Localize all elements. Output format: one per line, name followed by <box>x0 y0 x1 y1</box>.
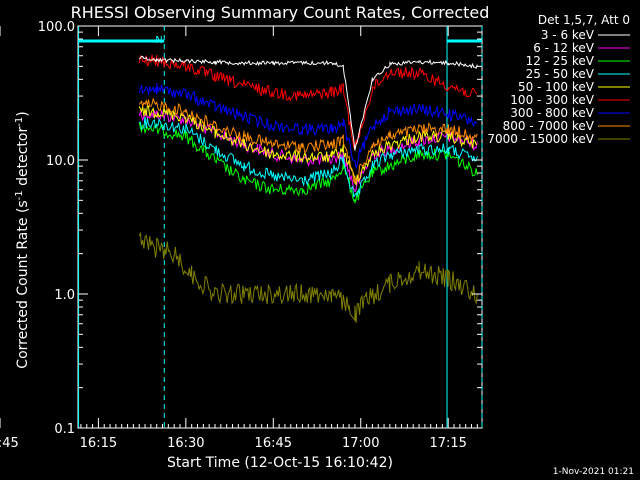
legend-header: Det 1,5,7, Att 0 <box>538 13 630 27</box>
series-layer <box>138 54 478 324</box>
y-axis: 0.1 1.0 10.0 100.0 <box>38 20 482 437</box>
x-tick-label: 16:45 <box>255 436 292 451</box>
plot-border <box>77 25 483 429</box>
y-axis-label-close: ) <box>15 111 31 116</box>
series-line <box>138 97 478 185</box>
y-axis-label-exp: -1 <box>14 190 25 200</box>
timestamp: 1-Nov-2021 01:21 <box>553 467 634 477</box>
x-tick-label: 17:45 <box>0 436 19 451</box>
y-axis-label: Corrected Count Rate (s-1 detector-1) <box>14 111 31 368</box>
y-axis-label-tail: detector <box>15 127 31 191</box>
x-tick-label: 16:30 <box>167 436 204 451</box>
x-tick-label: 16:15 <box>80 436 117 451</box>
night-marker: N <box>155 35 162 46</box>
x-tick-label: 17:00 <box>342 436 379 451</box>
series-line <box>138 55 478 151</box>
x-axis-label: Start Time (12-Oct-15 16:10:42) <box>167 455 393 471</box>
chart-title: RHESSI Observing Summary Count Rates, Co… <box>71 3 490 22</box>
legend-label: 100 - 300 keV <box>510 93 594 107</box>
y-axis-label-exp-2: -1 <box>14 117 25 127</box>
legend-label: 3 - 6 keV <box>541 28 595 42</box>
y-axis-label-main: Corrected Count Rate (s <box>15 200 31 368</box>
series-line <box>138 82 478 169</box>
y-tick-label: 10.0 <box>46 154 75 169</box>
legend-label: 50 - 100 keV <box>518 80 595 94</box>
plot-frame <box>77 25 483 429</box>
legend-label: 300 - 800 keV <box>510 106 594 120</box>
legend-label: 12 - 25 keV <box>526 54 595 68</box>
series-line <box>138 122 478 204</box>
series-line <box>138 54 478 150</box>
x-tick-label: 17:15 <box>429 436 466 451</box>
legend-label: 800 - 7000 keV <box>503 119 595 133</box>
x-axis: 16:15 16:30 16:45 17:00 17:15 17:45 <box>0 26 478 451</box>
series-line <box>139 116 478 198</box>
series-line <box>138 231 478 324</box>
legend-label: 7000 - 15000 keV <box>487 132 594 146</box>
attenuator-state-bars <box>78 26 483 428</box>
legend-label: 6 - 12 keV <box>533 41 595 55</box>
legend-label: 25 - 50 keV <box>526 67 595 81</box>
y-tick-label: 1.0 <box>54 288 75 303</box>
y-tick-label: 100.0 <box>38 20 75 35</box>
y-tick-label: 0.1 <box>54 422 75 437</box>
